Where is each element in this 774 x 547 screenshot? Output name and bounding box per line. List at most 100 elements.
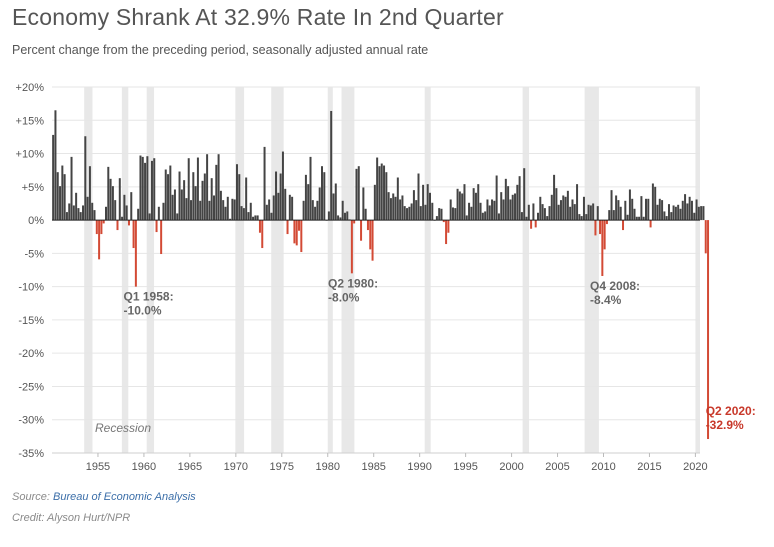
gdp-bar (672, 205, 675, 221)
gdp-bar (238, 174, 241, 221)
gdp-bar (392, 193, 395, 221)
gdp-bar (700, 206, 703, 221)
gdp-bar (463, 184, 466, 221)
x-tick-label: 1965 (178, 461, 202, 473)
gdp-bar (677, 204, 680, 221)
y-tick-label: 0% (28, 215, 44, 227)
gdp-bar (488, 205, 491, 221)
gdp-bar (562, 195, 565, 221)
gdp-bar (203, 173, 206, 221)
gdp-bar (587, 204, 590, 221)
gdp-bar (608, 210, 611, 221)
gdp-bar (603, 220, 606, 250)
gdp-bar (245, 177, 248, 221)
y-tick-label: -10% (18, 282, 44, 294)
gdp-bar (626, 214, 629, 221)
gdp-bar (635, 216, 638, 221)
gdp-bar (162, 202, 165, 221)
gdp-bar (153, 158, 156, 221)
gdp-bar (314, 206, 317, 221)
y-tick-label: -20% (18, 348, 44, 360)
gdp-bar (550, 194, 553, 221)
gdp-bar (164, 169, 167, 221)
gdp-bar (447, 220, 450, 233)
gdp-bar (254, 215, 257, 221)
gdp-bar (592, 203, 595, 221)
y-axis-labels: +20% +15% +10% +5% 0% -5% -10% -15% -20% -25% -30%… (16, 82, 45, 460)
gdp-bar (339, 217, 342, 221)
annotations: Q1 1958: -10.0% Q2 1980: -8.0% Q4 2008: -8.4%… (124, 276, 756, 432)
gdp-bar (148, 213, 151, 221)
gdp-bar (157, 206, 160, 221)
gdp-bar (647, 198, 650, 221)
gdp-bar (422, 184, 425, 221)
gdp-bar (318, 187, 321, 221)
gdp-bar (70, 156, 73, 221)
gdp-bar (75, 192, 78, 221)
gdp-bar (514, 193, 517, 221)
gdp-bar (79, 212, 82, 221)
gdp-bar (327, 211, 330, 221)
gdp-bar (495, 175, 498, 221)
gdp-bar (582, 196, 585, 221)
gdp-bar (491, 199, 494, 221)
gdp-bar (121, 216, 124, 221)
gdp-bar (640, 196, 643, 221)
gdp-bar (249, 202, 252, 221)
gdp-bar (674, 206, 677, 221)
gdp-bar (665, 216, 668, 221)
gdp-bar (127, 220, 130, 226)
gdp-bar (631, 198, 634, 221)
gdp-bar (615, 195, 618, 221)
x-tick-label: 1960 (132, 461, 156, 473)
gdp-bar (366, 220, 369, 231)
gdp-bar (557, 204, 560, 221)
gdp-bar (187, 158, 190, 221)
annotation-value: -8.0% (328, 290, 360, 304)
gdp-bar (137, 208, 140, 221)
x-tick-label: 2015 (637, 461, 661, 473)
gdp-bar (486, 199, 489, 221)
gdp-bar (470, 206, 473, 221)
gdp-bar (130, 192, 133, 221)
annotation-value: -8.4% (590, 293, 622, 307)
source-link[interactable]: Bureau of Economic Analysis (52, 491, 196, 503)
gdp-bar (194, 186, 197, 221)
recession-bands: Recession (84, 87, 700, 453)
gdp-bar (543, 208, 546, 221)
gdp-bar (686, 203, 689, 221)
gdp-bar (337, 215, 340, 221)
gdp-bar (114, 200, 117, 221)
gdp-bar (693, 212, 696, 221)
gdp-bar (649, 220, 652, 228)
gdp-bar (408, 206, 411, 221)
gdp-bar (270, 212, 273, 221)
gdp-bar (594, 220, 597, 236)
gdp-bar (658, 198, 661, 221)
gdp-bar (566, 190, 569, 221)
x-tick-label: 1955 (86, 461, 110, 473)
gdp-bar (364, 208, 367, 221)
gdp-bar (304, 174, 307, 221)
gdp-bar (307, 184, 310, 221)
gdp-bar (511, 194, 514, 221)
x-tick-label: 1975 (270, 461, 294, 473)
gdp-bar (661, 200, 664, 221)
gdp-bar (468, 202, 471, 221)
annotation-quarter: Q1 1958: (124, 290, 174, 304)
recession-band (522, 87, 530, 453)
gdp-bar (553, 174, 556, 221)
x-tick-label: 2005 (545, 461, 569, 473)
gdp-bar (383, 165, 386, 221)
gdp-bar (695, 199, 698, 221)
gdp-bar (279, 173, 282, 221)
gdp-bar (134, 220, 137, 287)
y-tick-label: -15% (18, 315, 44, 327)
gdp-bar (291, 196, 294, 221)
gdp-bar (288, 194, 291, 221)
gdp-bar-chart: Recession +20% +15% +10% +5% 0% -5% -10% -15% -2… (16, 82, 756, 473)
gdp-bar (206, 154, 209, 221)
gdp-bar (642, 216, 645, 221)
gdp-bar (242, 208, 245, 221)
gdp-bar (442, 220, 445, 223)
